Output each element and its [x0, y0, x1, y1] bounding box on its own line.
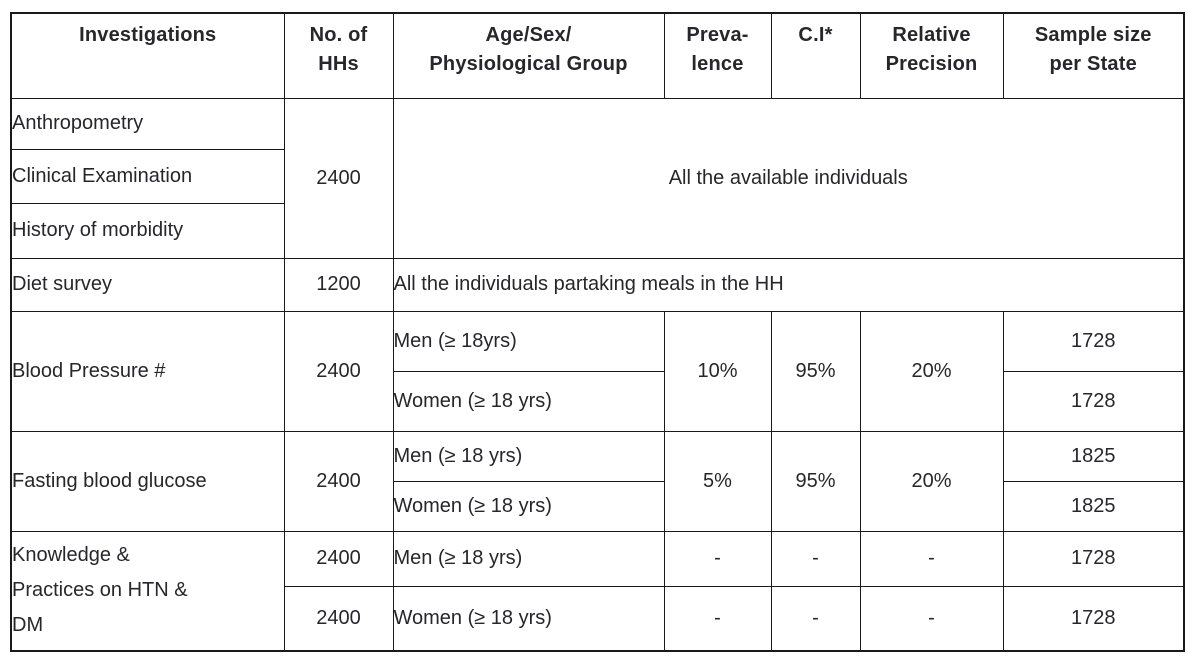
row-history-of-morbidity: History of morbidity	[10, 202, 1184, 259]
cell-knowledge-women-hhs: 2400	[283, 585, 394, 652]
header-no-of-hhs: No. of HHs	[283, 12, 394, 99]
cell-fbg-women-label: Women (≥ 18 yrs)	[392, 480, 665, 532]
row-fasting-glucose-men: Fasting blood glucose 2400 Men (≥ 18 yrs…	[10, 430, 1185, 532]
cell-knowledge-label: Knowledge & Practices on HTN & DM	[10, 530, 285, 652]
cell-bp-women-label: Women (≥ 18 yrs)	[392, 370, 665, 432]
cell-diet-survey: Diet survey	[10, 257, 285, 312]
cell-knowledge-men-sample: 1728	[1002, 530, 1185, 587]
cell-knowledge-men-label: Men (≥ 18 yrs)	[392, 530, 665, 587]
cell-anthropometry: Anthropometry	[10, 97, 285, 150]
cell-knowledge-men-ci: -	[770, 530, 861, 587]
cell-group1-note: All the available individuals	[392, 97, 1185, 259]
row-knowledge-women: 2400 Women (≥ 18 yrs) - - - 1728	[11, 585, 1185, 652]
row-knowledge-men: Knowledge & Practices on HTN & DM 2400 M…	[10, 530, 1185, 652]
cell-fbg-prevalence: 5%	[663, 430, 772, 532]
cell-knowledge-women-sample: 1728	[1002, 585, 1185, 652]
header-row: Investigations No. of HHs Age/Sex/ Physi…	[10, 12, 1185, 99]
cell-bp-ci: 95%	[770, 310, 861, 432]
header-sample-size-per-state: Sample size per State	[1002, 12, 1185, 99]
cell-blood-pressure-hhs: 2400	[283, 310, 394, 432]
row-clinical-examination: Clinical Examination	[10, 148, 1184, 204]
cell-fasting-glucose-label: Fasting blood glucose	[10, 430, 285, 532]
cell-bp-prevalence: 10%	[663, 310, 772, 432]
row-fasting-glucose-women: Women (≥ 18 yrs) 1825	[11, 480, 1185, 532]
cell-knowledge-men-prevalence: -	[663, 530, 772, 587]
survey-sampling-design-table: Investigations No. of HHs Age/Sex/ Physi…	[10, 12, 1185, 652]
cell-bp-women-sample: 1728	[1002, 370, 1185, 432]
cell-knowledge-women-ci: -	[770, 585, 861, 652]
cell-diet-hhs: 1200	[283, 257, 394, 312]
cell-bp-relative-precision: 20%	[859, 310, 1004, 432]
cell-knowledge-women-prevalence: -	[663, 585, 772, 652]
header-age-sex-physiological-group: Age/Sex/ Physiological Group	[392, 12, 665, 99]
cell-knowledge-women-relative-precision: -	[859, 585, 1004, 652]
cell-fbg-women-sample: 1825	[1002, 480, 1185, 532]
cell-knowledge-men-relative-precision: -	[859, 530, 1004, 587]
row-diet-survey: Diet survey 1200 All the individuals par…	[10, 257, 1185, 312]
cell-blood-pressure-label: Blood Pressure #	[10, 310, 285, 432]
header-prevalence: Preva- lence	[663, 12, 772, 99]
cell-clinical-examination: Clinical Examination	[10, 148, 285, 204]
header-ci: C.I*	[770, 12, 861, 99]
header-investigations: Investigations	[10, 12, 285, 99]
cell-knowledge-women-label: Women (≥ 18 yrs)	[392, 585, 665, 652]
cell-history-of-morbidity: History of morbidity	[10, 202, 285, 259]
cell-knowledge-men-hhs: 2400	[283, 530, 394, 587]
cell-fasting-glucose-hhs: 2400	[283, 430, 394, 532]
cell-group1-hhs: 2400	[283, 97, 394, 259]
cell-fbg-men-sample: 1825	[1002, 430, 1185, 482]
row-anthropometry: Anthropometry 2400 All the available ind…	[10, 97, 1185, 259]
cell-fbg-relative-precision: 20%	[859, 430, 1004, 532]
cell-fbg-men-label: Men (≥ 18 yrs)	[392, 430, 665, 482]
row-blood-pressure-men: Blood Pressure # 2400 Men (≥ 18yrs) 10% …	[10, 310, 1185, 432]
header-relative-precision: Relative Precision	[859, 12, 1004, 99]
cell-fbg-ci: 95%	[770, 430, 861, 532]
cell-bp-men-label: Men (≥ 18yrs)	[392, 310, 665, 372]
cell-diet-note: All the individuals partaking meals in t…	[392, 257, 1185, 312]
cell-bp-men-sample: 1728	[1002, 310, 1185, 372]
